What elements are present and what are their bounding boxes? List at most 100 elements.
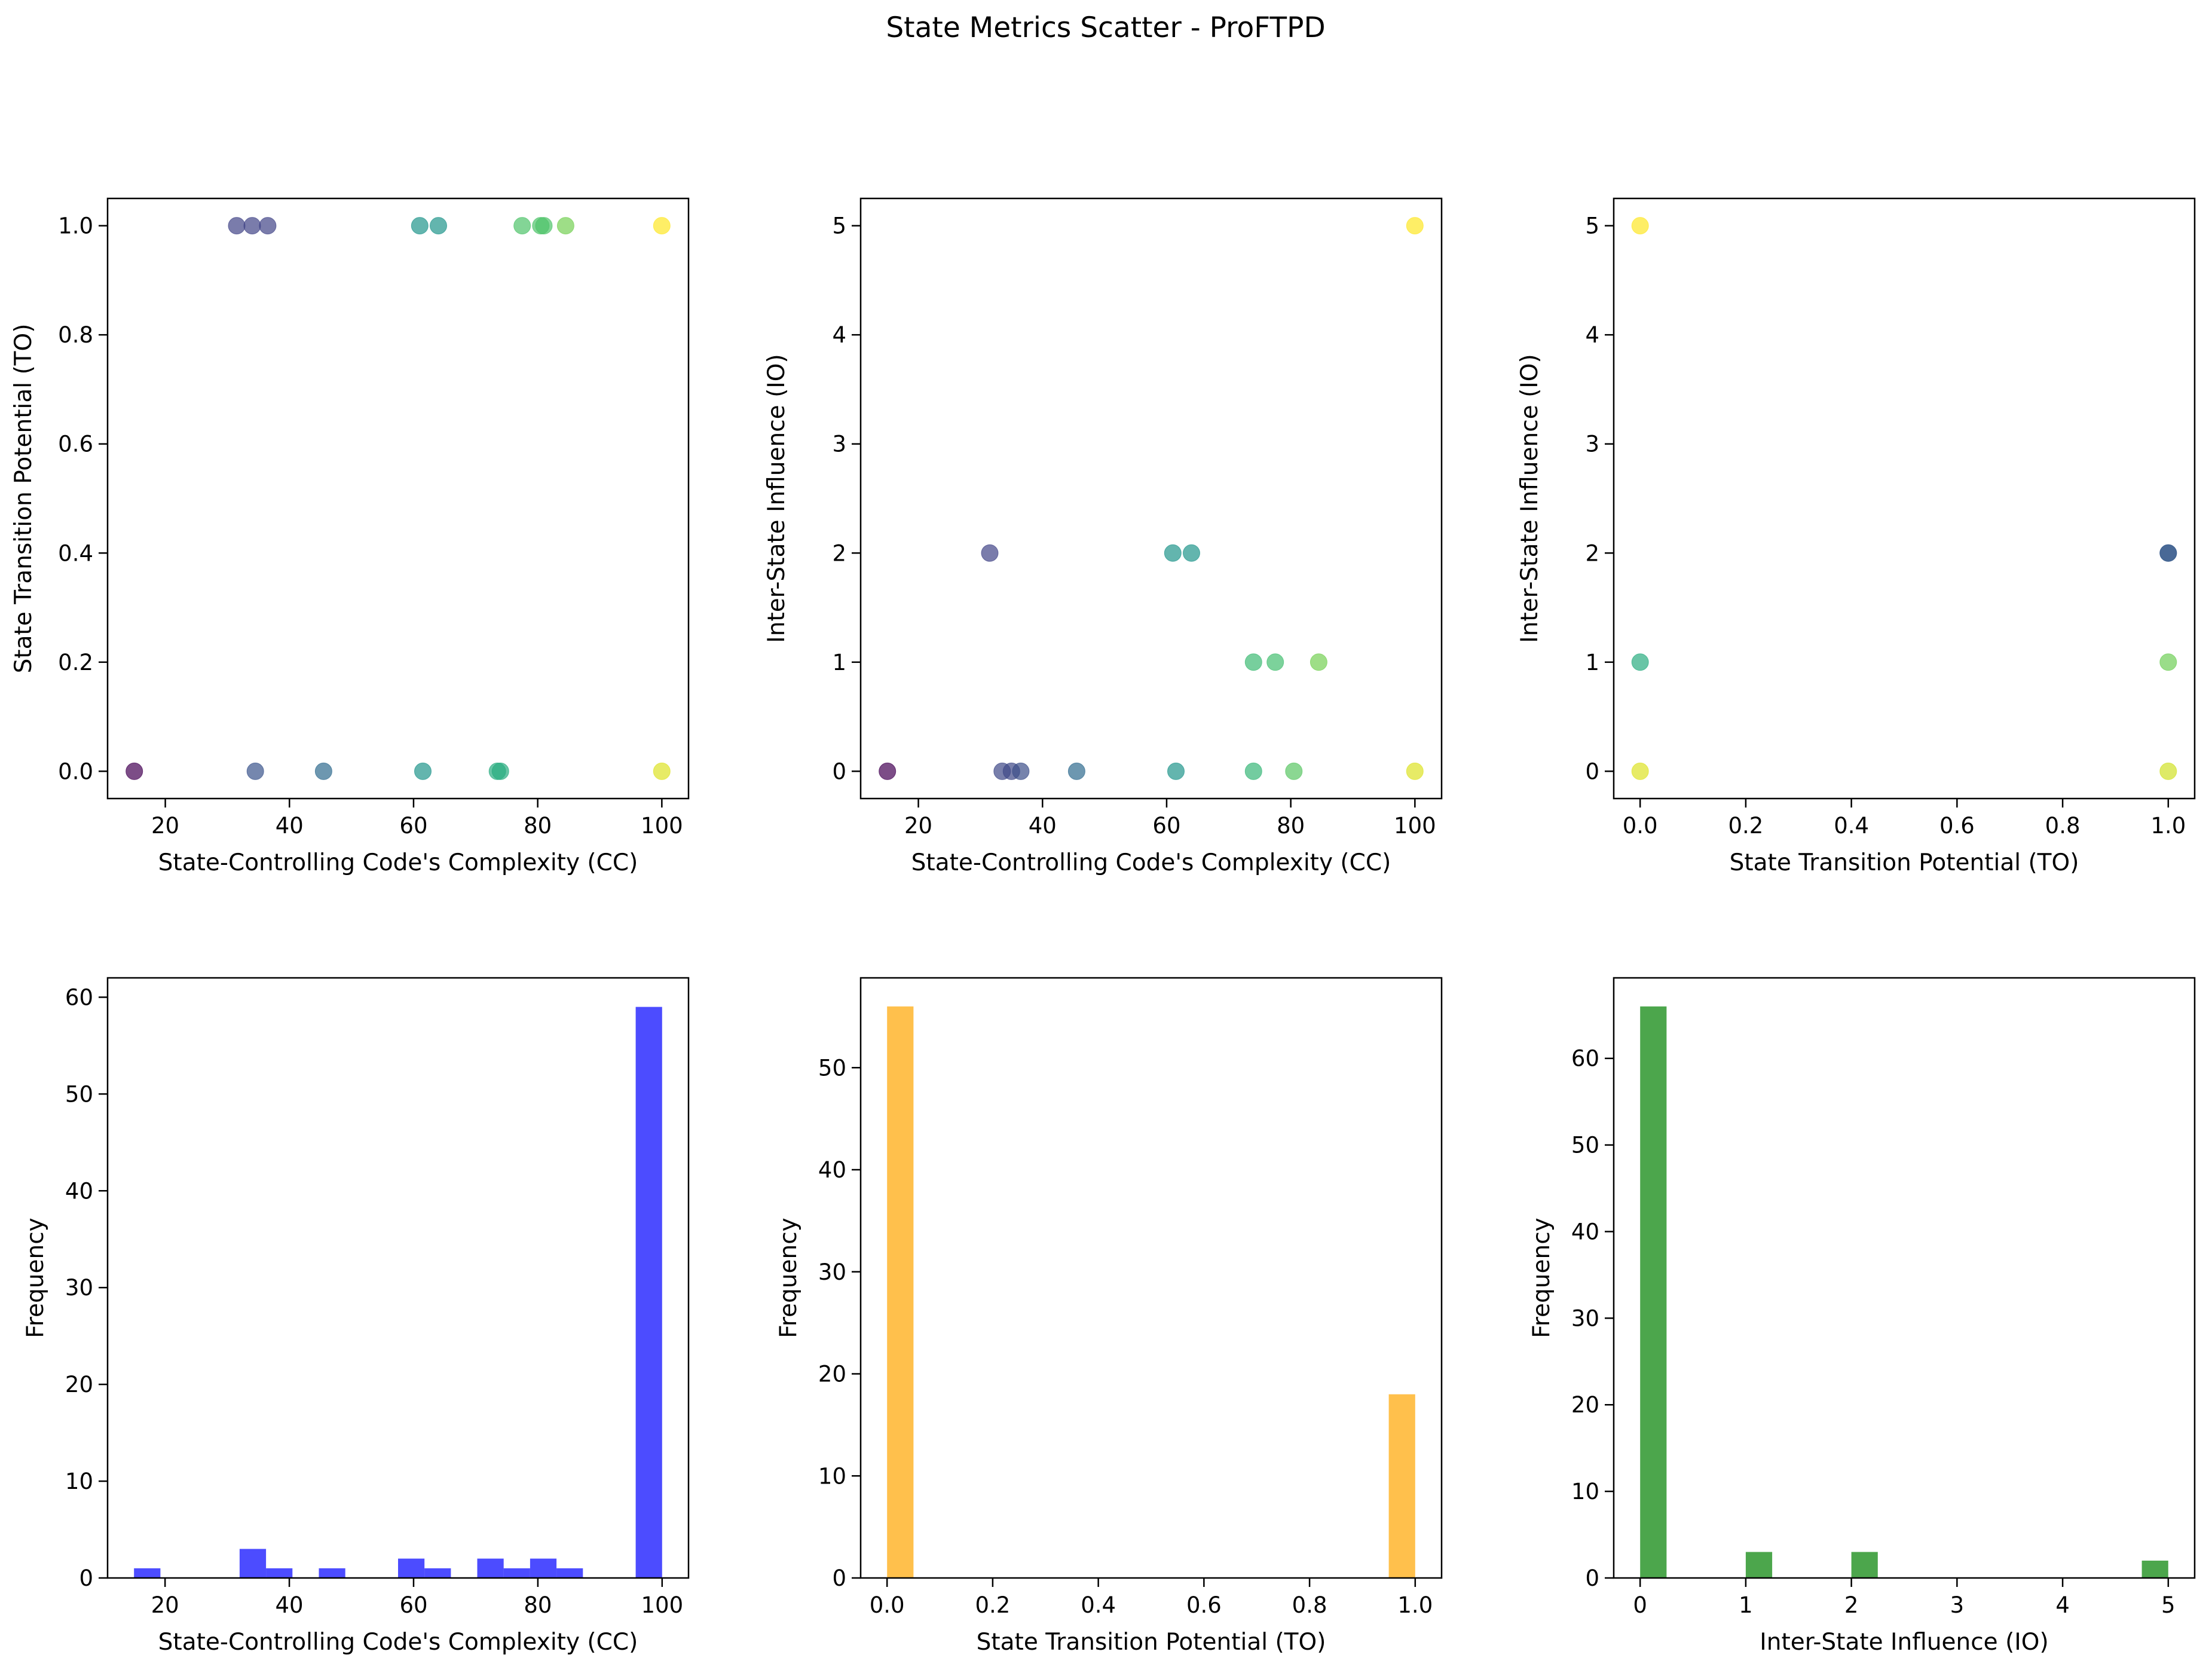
x-tick-label: 0.4 xyxy=(1834,813,1869,839)
x-tick-label: 80 xyxy=(524,1592,552,1618)
scatter-point xyxy=(1244,762,1262,780)
x-tick-label: 0.6 xyxy=(1939,813,1975,839)
y-tick-label: 40 xyxy=(818,1157,846,1183)
x-tick-label: 0.8 xyxy=(1292,1592,1327,1618)
y-tick-label: 0.4 xyxy=(58,540,93,566)
axes-frame xyxy=(859,977,1443,1579)
scatter-point xyxy=(1266,653,1284,671)
scatter-point xyxy=(1406,762,1424,780)
x-tick-label: 100 xyxy=(641,813,683,839)
y-tick-label: 3 xyxy=(1585,432,1599,457)
x-tick-label: 40 xyxy=(276,813,304,839)
scatter-point xyxy=(513,217,531,235)
histogram-bar xyxy=(239,1549,267,1578)
subplots: 20 40 60 80 1000.00.20.40.60.81.0State-Contr… xyxy=(10,197,2196,1656)
x-tick-label: 80 xyxy=(524,813,552,839)
subplot-1: 20 40 60 80 100 0.0 0.2 0.4 0.6 0.8 1.0 State-Contr… xyxy=(10,197,690,876)
y-tick-label: 50 xyxy=(818,1055,846,1081)
scatter-point xyxy=(2159,653,2177,671)
y-tick-label: 5 xyxy=(832,213,846,239)
x-tick-label: 60 xyxy=(399,813,427,839)
y-axis-label: State Transition Potential (TO) xyxy=(10,324,37,674)
histogram-bar xyxy=(556,1568,583,1578)
y-tick-label: 40 xyxy=(1571,1219,1599,1244)
x-tick-label: 20 xyxy=(151,1592,179,1618)
y-tick-label: 40 xyxy=(65,1178,93,1204)
scatter-point xyxy=(879,762,897,780)
y-tick-label: 1.0 xyxy=(58,213,93,239)
y-tick-label: 4 xyxy=(832,322,846,348)
histogram-bar xyxy=(398,1558,425,1578)
scatter-point xyxy=(653,217,671,235)
x-tick-label: 0.0 xyxy=(1623,813,1658,839)
y-axis-label: Frequency xyxy=(22,1218,49,1338)
scatter-point xyxy=(1285,762,1303,780)
y-tick-label: 0.8 xyxy=(58,322,93,348)
y-tick-label: 0.2 xyxy=(58,650,93,675)
y-tick-label: 50 xyxy=(65,1081,93,1107)
subplot-5: 0.0 0.2 0.4 0.6 0.8 1.0 0 10 20 30 40 50 State Trans… xyxy=(775,977,1443,1656)
histogram-bar xyxy=(424,1568,451,1578)
x-tick-label: 2 xyxy=(1844,1592,1859,1618)
scatter-point xyxy=(1406,217,1424,235)
y-axis-label: Inter-State Influence (IO) xyxy=(1516,354,1543,643)
scatter-point xyxy=(1244,653,1262,671)
y-tick-label: 30 xyxy=(1571,1305,1599,1331)
histogram-bar xyxy=(1851,1552,1878,1578)
scatter-point xyxy=(653,762,671,780)
y-tick-label: 4 xyxy=(1585,322,1599,348)
subplot-3: 0.0 0.2 0.4 0.6 0.8 1.0 0 1 2 3 4 5 State Transition… xyxy=(1516,197,2196,876)
subplot-4: 20 40 60 80 100 0 10 20 30 40 50 60 State-Controllin… xyxy=(22,977,690,1656)
y-tick-label: 0.0 xyxy=(58,758,93,784)
scatter-point xyxy=(1631,653,1649,671)
figure-title: State Metrics Scatter - ProFTPD xyxy=(886,11,1325,44)
y-tick-label: 5 xyxy=(1585,213,1599,239)
y-tick-label: 0 xyxy=(832,758,846,784)
x-tick-label: 0.8 xyxy=(2045,813,2081,839)
histogram-bar xyxy=(887,1006,914,1578)
axes-frame xyxy=(106,197,690,800)
y-tick-label: 30 xyxy=(65,1275,93,1301)
x-tick-label: 40 xyxy=(276,1592,304,1618)
histogram-bar xyxy=(530,1558,557,1578)
histogram-bar xyxy=(1745,1552,1773,1578)
histogram-bar xyxy=(477,1558,504,1578)
x-tick-label: 60 xyxy=(1152,813,1180,839)
histogram-bar xyxy=(1640,1006,1667,1578)
scatter-point xyxy=(2159,544,2177,562)
y-tick-label: 0 xyxy=(1585,1565,1599,1591)
y-tick-label: 30 xyxy=(818,1259,846,1285)
scatter-point xyxy=(2159,762,2177,780)
x-tick-label: 0.4 xyxy=(1081,1592,1116,1618)
y-tick-label: 20 xyxy=(65,1372,93,1397)
scatter-point xyxy=(1310,653,1327,671)
scatter-point xyxy=(414,762,432,780)
scatter-point xyxy=(314,762,332,780)
scatter-point xyxy=(1631,217,1649,235)
x-tick-label: 100 xyxy=(1394,813,1436,839)
x-tick-label: 0.0 xyxy=(870,1592,905,1618)
x-tick-label: 0.6 xyxy=(1186,1592,1222,1618)
y-tick-label: 50 xyxy=(1571,1133,1599,1158)
y-tick-label: 10 xyxy=(818,1463,846,1489)
y-tick-label: 10 xyxy=(65,1469,93,1494)
scatter-point xyxy=(556,217,574,235)
scatter-point xyxy=(246,762,264,780)
y-tick-label: 2 xyxy=(832,540,846,566)
x-axis-label: State Transition Potential (TO) xyxy=(977,1629,1326,1656)
scatter-point xyxy=(1164,544,1182,562)
scatter-point xyxy=(1631,762,1649,780)
x-axis-label: State-Controlling Code's Complexity (CC) xyxy=(158,849,638,876)
x-tick-label: 100 xyxy=(641,1592,684,1618)
scatter-point xyxy=(981,544,999,562)
x-axis-label: State-Controlling Code's Complexity (CC) xyxy=(911,849,1391,876)
x-tick-label: 1 xyxy=(1739,1592,1753,1618)
axes-frame xyxy=(1613,977,2196,1579)
x-tick-label: 4 xyxy=(2055,1592,2070,1618)
x-tick-label: 0.2 xyxy=(1728,813,1763,839)
y-tick-label: 0 xyxy=(79,1565,93,1591)
y-tick-label: 3 xyxy=(832,432,846,457)
histogram-bar xyxy=(134,1568,161,1578)
